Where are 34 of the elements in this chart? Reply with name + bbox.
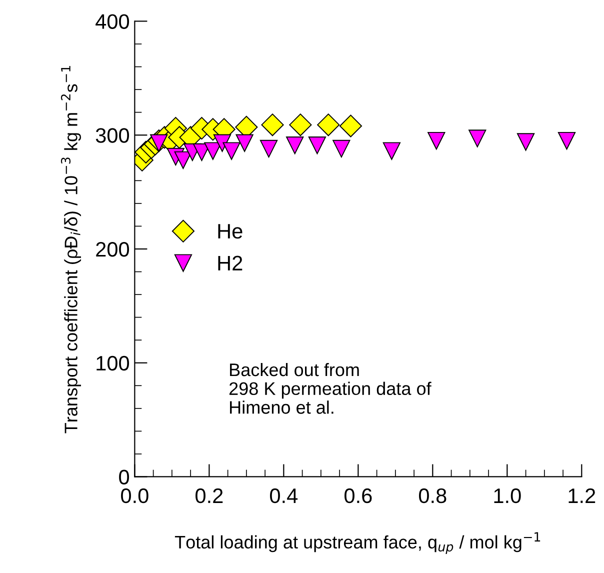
point xyxy=(260,140,278,158)
point xyxy=(516,133,535,151)
y-tick-label: 200 xyxy=(96,242,130,257)
annotation: Backed out from 298 K permeation data of Himeno et al. xyxy=(229,362,432,414)
x-tick-label: 1.2 xyxy=(568,488,596,503)
point xyxy=(558,132,576,150)
point xyxy=(332,140,350,158)
y-tick-label: 400 xyxy=(96,14,130,29)
x-tick-label: 0.6 xyxy=(344,488,372,504)
point xyxy=(339,114,362,138)
y-axis-title: Transport coefficient (ρĐ$_{i}$/δ) / 10$^{−3}$ kg m$^{−2}$s$^{−1}$ xyxy=(60,66,82,434)
legend-label: He xyxy=(218,224,242,239)
point xyxy=(428,132,446,150)
x-axis-title: Total loading at upstream face, q$_{up}$ / mol kg$^{−1}$ xyxy=(174,532,540,554)
x-tick-label: 0.2 xyxy=(196,488,223,504)
x-tick-label: 0.0 xyxy=(121,488,148,504)
x-tick-label: 0.4 xyxy=(270,488,298,504)
point xyxy=(222,142,240,160)
point xyxy=(236,134,254,152)
y-tick-label: 300 xyxy=(96,128,130,143)
point xyxy=(174,151,192,169)
point xyxy=(382,142,401,160)
legend-label: H2 xyxy=(218,256,242,270)
y-tick-label: 0 xyxy=(119,470,130,484)
point xyxy=(261,114,284,136)
point xyxy=(289,114,312,136)
point xyxy=(213,134,232,152)
point xyxy=(286,136,304,154)
x-tick-label: 0.8 xyxy=(419,488,446,504)
point xyxy=(468,130,486,148)
point xyxy=(317,114,340,136)
y-tick-label: 100 xyxy=(96,356,130,371)
x-tick-label: 1.0 xyxy=(494,488,521,504)
point xyxy=(308,136,326,154)
